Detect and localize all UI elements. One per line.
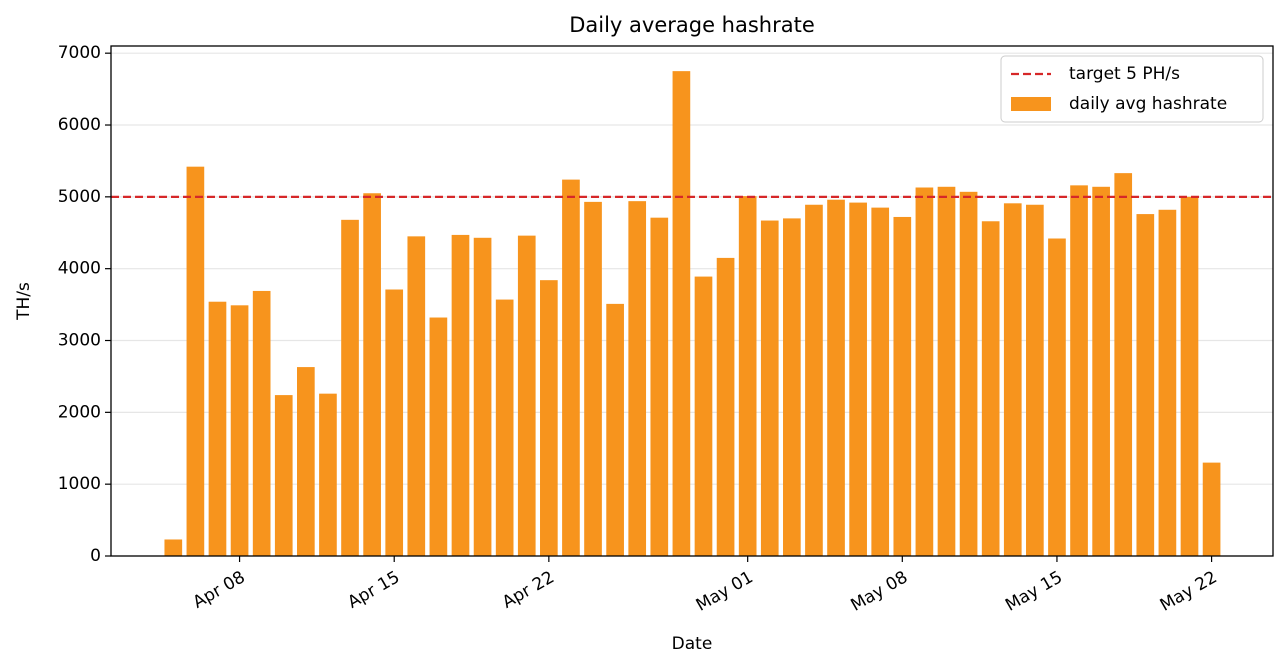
bar [517,235,536,557]
bar [495,299,514,556]
bar [164,539,183,556]
legend: target 5 PH/s daily avg hashrate [1000,55,1264,123]
y-tick-label: 3000 [58,331,101,351]
bar [429,317,448,556]
bar [1092,186,1110,556]
bar [562,179,580,556]
bar [760,220,779,556]
bar [540,280,558,556]
bar [783,218,801,557]
bar [1136,214,1155,556]
legend-box [1000,55,1264,123]
bar [319,393,337,556]
bar [1114,173,1133,556]
bar [274,395,293,556]
x-tick-label: Apr 08 [190,567,249,613]
legend-label: target 5 PH/s [1069,64,1180,84]
bar [208,301,227,556]
y-tick-label: 7000 [58,43,101,63]
bar [230,305,249,556]
bar [473,237,492,556]
bar [1003,203,1022,556]
x-tick-label: Apr 22 [499,567,558,613]
bar [650,217,669,556]
bar [606,303,624,556]
bar [959,191,978,556]
bar [937,186,956,556]
bar [1202,462,1221,556]
bar [893,216,912,556]
bar [1026,204,1044,557]
bar [407,236,426,556]
bar [981,221,1000,556]
y-tick-label: 2000 [58,402,101,422]
y-tick-label: 5000 [58,187,101,207]
plot-frame [110,45,1274,557]
bar [385,289,404,556]
y-tick-label: 0 [90,546,101,566]
y-tick-label: 6000 [58,115,101,135]
x-tick-label: May 15 [1002,567,1066,615]
x-tick-label: Apr 15 [344,567,403,613]
bar [849,202,867,556]
bar [716,257,735,556]
bar [871,207,890,556]
bar [805,204,823,557]
bar [341,219,359,556]
bar [584,201,602,557]
bar [694,276,713,556]
bar [1180,196,1199,556]
bar [915,187,934,556]
y-tick-label: 4000 [58,259,101,279]
y-tick-label: 1000 [58,474,101,494]
bar [297,367,315,556]
bar [827,199,845,556]
y-axis-label: TH/s [14,282,34,321]
bar [363,193,381,556]
legend-label: daily avg hashrate [1069,94,1227,114]
bar [672,71,691,557]
bar [738,196,757,556]
bar [186,166,205,556]
x-tick-label: May 01 [693,567,757,615]
chart-title: Daily average hashrate [569,13,815,37]
bar [1070,185,1088,556]
bar [451,234,470,556]
x-tick-label: May 22 [1157,567,1221,615]
x-tick-label: May 08 [847,567,911,615]
bar [628,201,647,557]
bar [1048,238,1066,556]
bar [1158,209,1177,556]
x-axis-label: Date [672,634,713,654]
legend-swatch [1011,97,1051,111]
bar [252,290,271,556]
